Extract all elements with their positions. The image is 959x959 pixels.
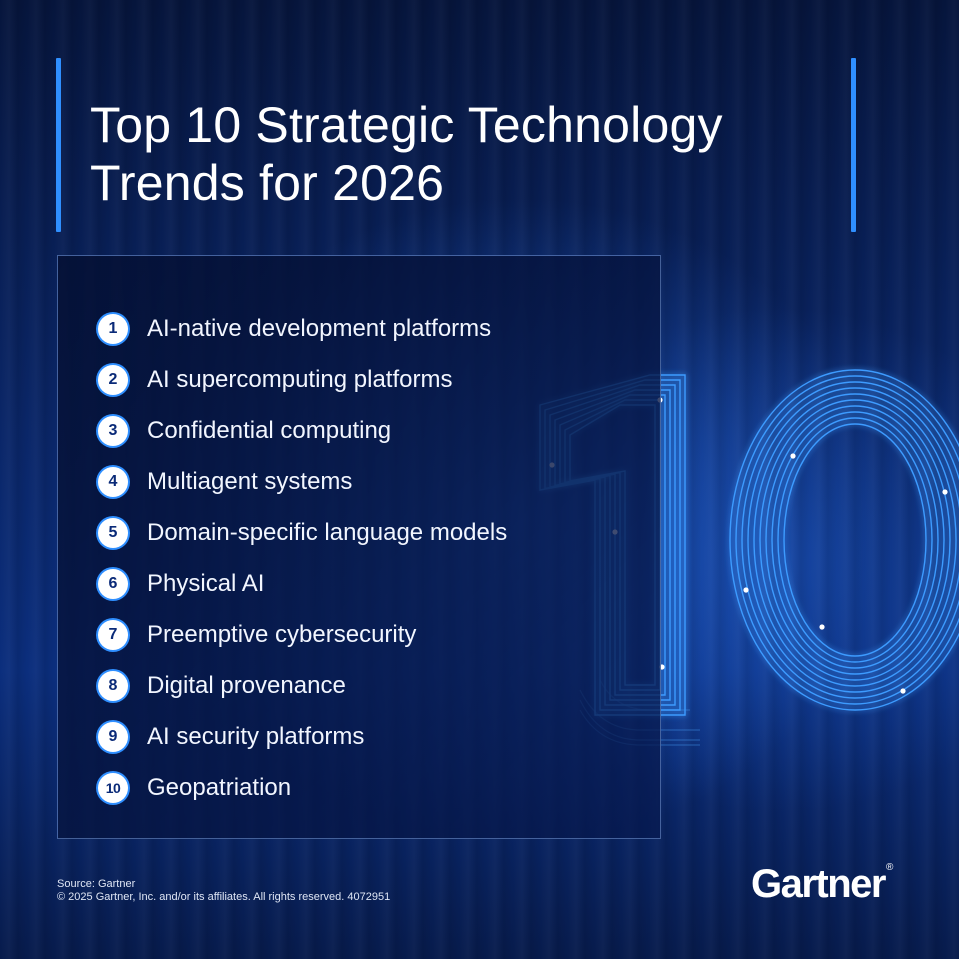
trend-number-badge: 5 [98, 517, 128, 548]
trend-number-badge: 7 [98, 619, 128, 650]
trend-number-badge: 3 [98, 415, 128, 446]
list-item: 5 Domain-specific language models [98, 507, 507, 558]
title-bar-left [56, 58, 61, 232]
title-line-1: Top 10 Strategic Technology [90, 97, 723, 153]
trend-label: AI supercomputing platforms [147, 365, 453, 393]
trend-number-badge: 10 [98, 772, 128, 803]
trend-label: AI-native development platforms [147, 314, 492, 342]
list-item: 1 AI-native development platforms [98, 303, 507, 354]
title-line-2: Trends for 2026 [90, 155, 445, 211]
trend-label: Geopatriation [147, 773, 292, 801]
trends-panel: 1 AI-native development platforms 2 AI supe… [57, 255, 661, 839]
gartner-logo: Gartner® [751, 862, 893, 907]
trend-number-badge: 6 [98, 568, 128, 599]
list-item: 3 Confidential computing [98, 405, 507, 456]
page-title: Top 10 Strategic Technology Trends for 2… [90, 96, 850, 212]
trend-label: Physical AI [147, 569, 265, 597]
trend-label: Confidential computing [147, 416, 392, 444]
trend-label: AI security platforms [147, 722, 365, 750]
list-item: 10 Geopatriation [98, 762, 507, 813]
list-item: 9 AI security platforms [98, 711, 507, 762]
trend-number-badge: 2 [98, 364, 128, 395]
copyright-line: © 2025 Gartner, Inc. and/or its affiliat… [57, 891, 391, 903]
logo-text: Gartner [751, 862, 887, 906]
trend-number-badge: 1 [98, 313, 128, 344]
trend-label: Domain-specific language models [147, 518, 508, 546]
trend-number-badge: 4 [98, 466, 128, 497]
list-item: 6 Physical AI [98, 558, 507, 609]
list-item: 8 Digital provenance [98, 660, 507, 711]
trend-number-badge: 8 [98, 670, 128, 701]
logo-registered-mark: ® [886, 862, 894, 873]
title-bar-right [851, 58, 856, 232]
trend-label: Multiagent systems [147, 467, 353, 495]
trend-label: Preemptive cybersecurity [147, 620, 417, 648]
list-item: 2 AI supercomputing platforms [98, 354, 507, 405]
source-line: Source: Gartner [57, 878, 136, 890]
list-item: 4 Multiagent systems [98, 456, 507, 507]
trend-label: Digital provenance [147, 671, 346, 699]
list-item: 7 Preemptive cybersecurity [98, 609, 507, 660]
trends-list: 1 AI-native development platforms 2 AI supe… [98, 303, 507, 813]
trend-number-badge: 9 [98, 721, 128, 752]
source-note: Source: Gartner © 2025 Gartner, Inc. and… [57, 878, 390, 904]
